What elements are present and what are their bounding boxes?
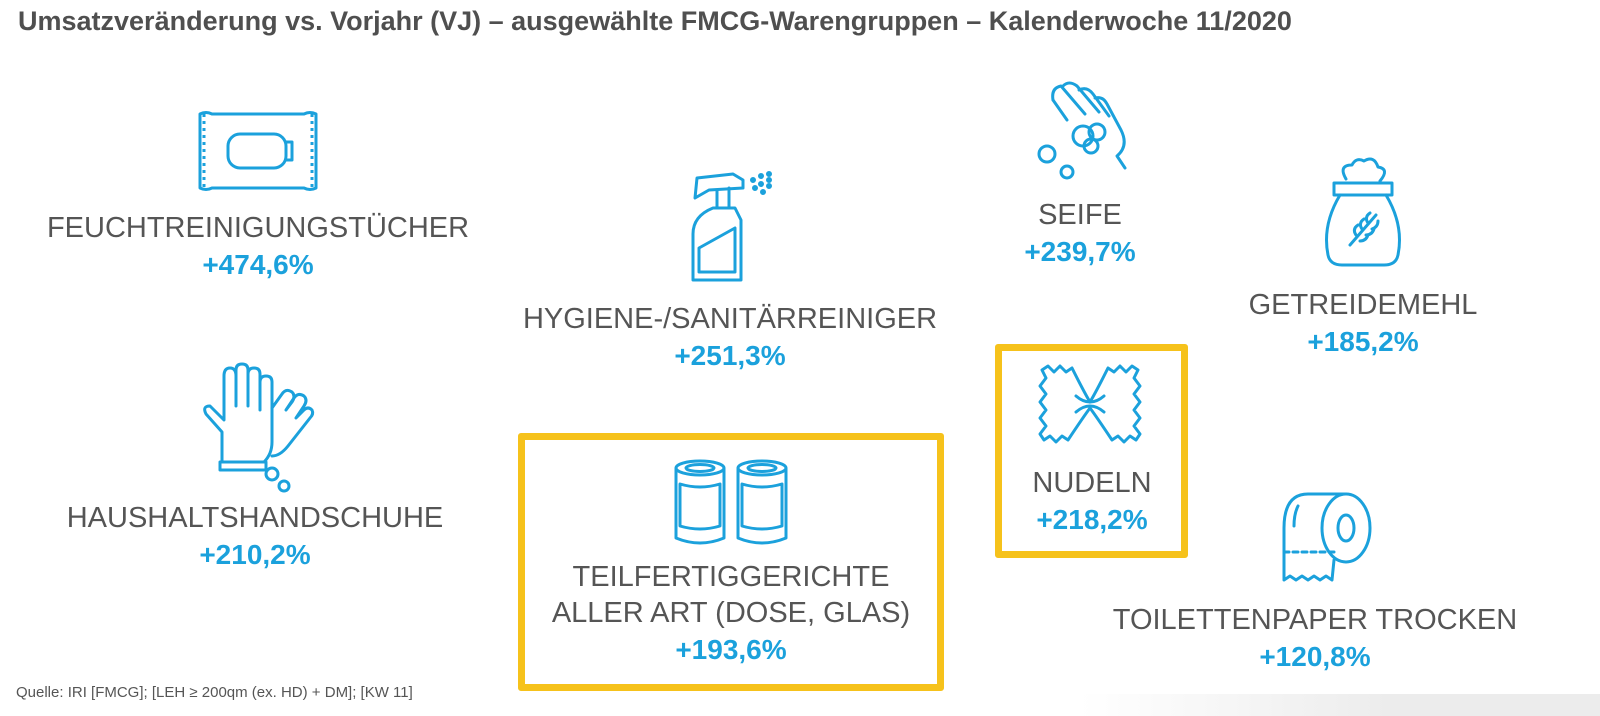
source-note: Quelle: IRI [FMCG]; [LEH ≥ 200qm (ex. HD…: [16, 684, 413, 701]
page-title: Umsatzveränderung vs. Vorjahr (VJ) – aus…: [18, 6, 1292, 36]
item-teilfertiggerichte: TEILFERTIGGERICHTE ALLER ART (DOSE, GLAS…: [525, 559, 937, 669]
item-label: FEUCHTREINIGUNGSTÜCHER: [46, 212, 470, 244]
item-hygiene-sanitaerreiniger: HYGIENE-/SANITÄRREINIGER +251,3%: [490, 301, 970, 375]
highlight-box-nudeln: [995, 344, 1188, 558]
item-label: SEIFE: [1038, 199, 1122, 231]
item-value: +120,8%: [1259, 641, 1371, 672]
item-label-line2: ALLER ART (DOSE, GLAS): [551, 597, 911, 629]
corner-shade: [1080, 694, 1600, 716]
item-value: +474,6%: [202, 249, 314, 280]
item-label: TOILETTENPAPER TROCKEN: [1112, 604, 1518, 636]
item-label-line1: TEILFERTIGGERICHTE: [572, 561, 890, 593]
pasta-icon: [1036, 362, 1144, 446]
item-value: +185,2%: [1307, 326, 1419, 357]
item-haushaltshandschuhe: HAUSHALTSHANDSCHUHE +210,2%: [30, 500, 480, 574]
item-seife: SEIFE +239,7%: [980, 197, 1180, 271]
item-value: +218,2%: [1036, 504, 1148, 535]
wet-wipes-icon: [192, 108, 324, 194]
gloves-icon: [200, 362, 316, 494]
item-value: +193,6%: [675, 634, 787, 665]
toilet-paper-icon: [1278, 490, 1378, 586]
item-value: +251,3%: [674, 340, 786, 371]
item-value: +210,2%: [199, 539, 311, 570]
highlight-box-teilfertiggerichte: [518, 433, 944, 691]
item-label: HYGIENE-/SANITÄRREINIGER: [522, 303, 938, 335]
item-value: +239,7%: [1024, 236, 1136, 267]
spray-bottle-icon: [683, 168, 779, 286]
item-getreidemehl: GETREIDEMEHL +185,2%: [1213, 287, 1513, 361]
cans-icon: [670, 458, 792, 548]
flour-sack-icon: [1318, 155, 1408, 271]
item-label: GETREIDEMEHL: [1248, 289, 1478, 321]
item-label: HAUSHALTSHANDSCHUHE: [66, 502, 444, 534]
item-nudeln: NUDELN +218,2%: [1002, 465, 1182, 539]
soap-hand-icon: [1033, 80, 1133, 186]
item-feuchtreinigungstuecher: FEUCHTREINIGUNGSTÜCHER +474,6%: [18, 210, 498, 284]
item-label: NUDELN: [1032, 467, 1152, 499]
item-toilettenpaper-trocken: TOILETTENPAPER TROCKEN +120,8%: [1090, 602, 1540, 676]
